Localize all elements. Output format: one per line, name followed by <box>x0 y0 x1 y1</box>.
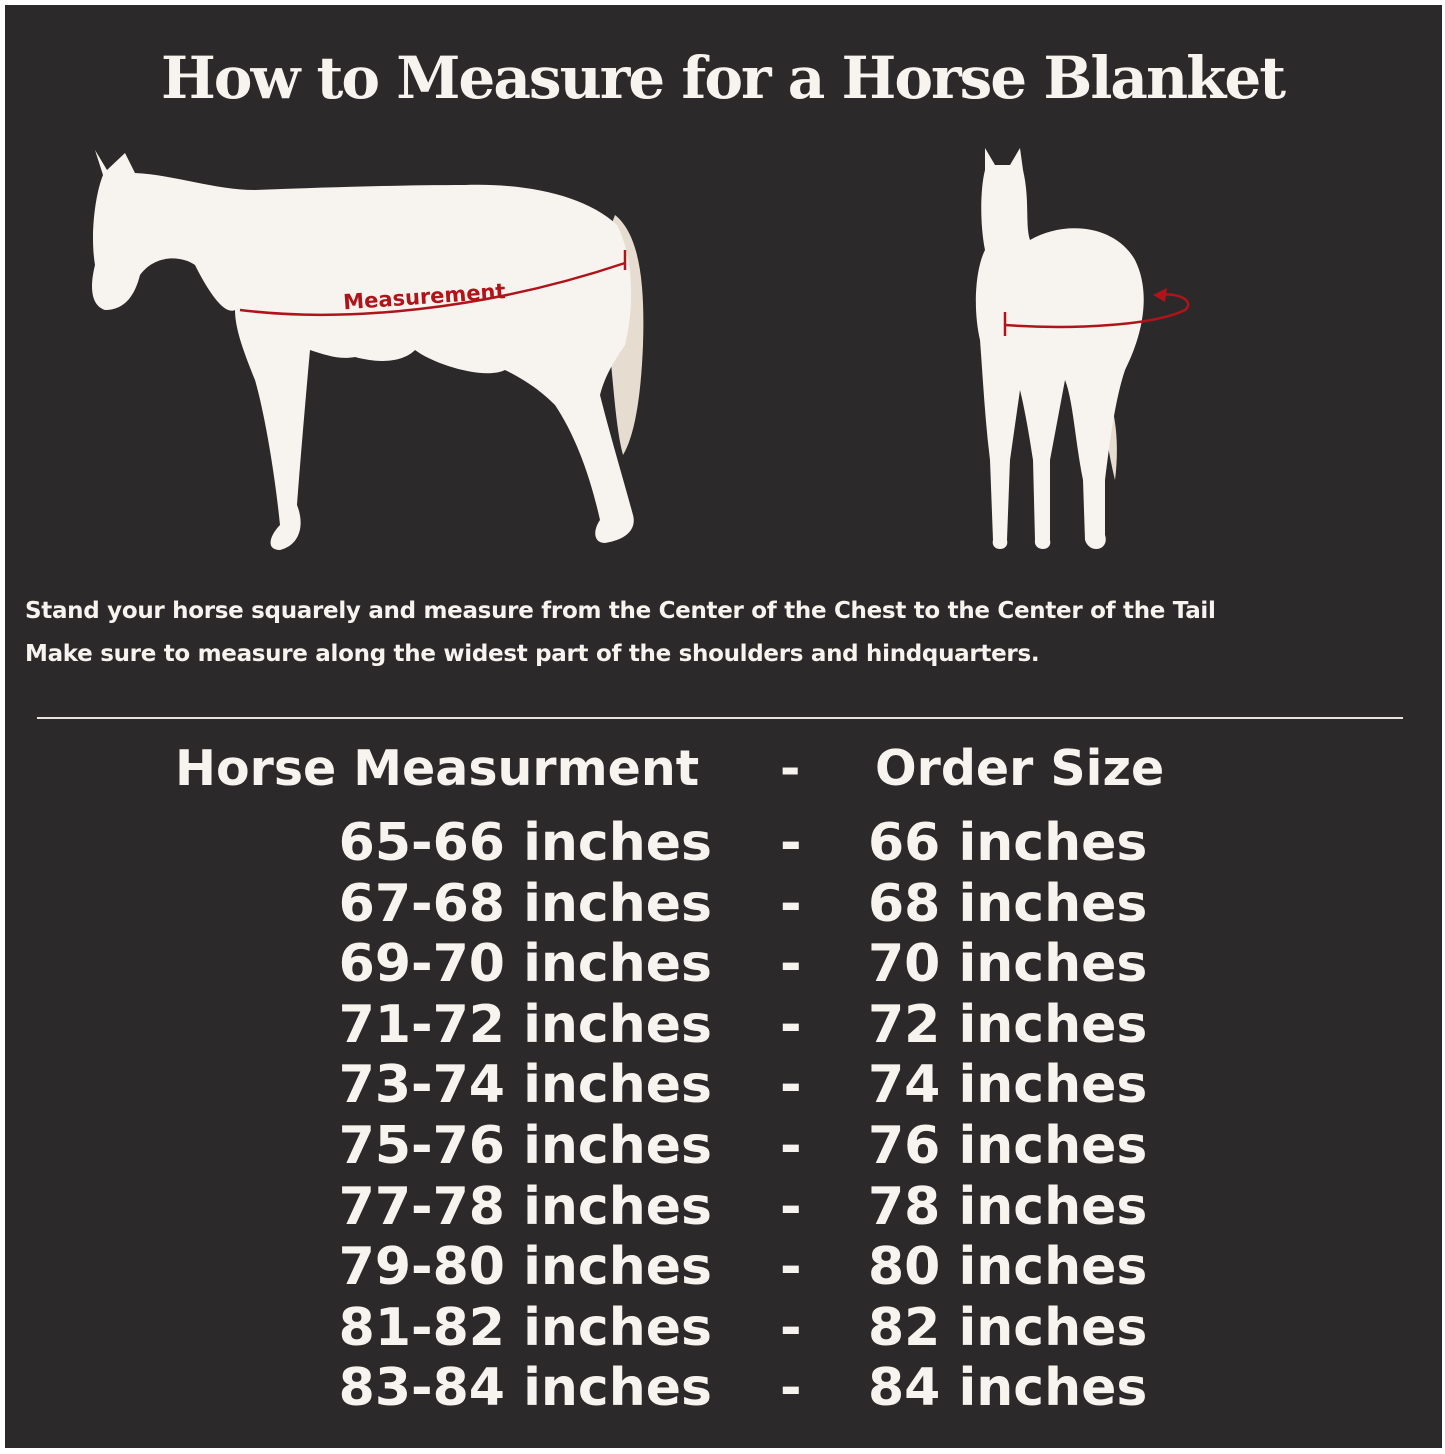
order-size-cell: 68 inches <box>868 873 1148 934</box>
separator-cell: - <box>780 1297 802 1358</box>
separator-cell: - <box>780 1055 802 1116</box>
separator-cell: - <box>780 813 802 873</box>
table-row: 73-74 inches - 74 inches <box>0 1055 1445 1115</box>
order-size-cell: 80 inches <box>868 1237 1148 1298</box>
separator-cell: - <box>780 934 802 995</box>
order-size-cell: 76 inches <box>868 1116 1148 1176</box>
order-size-cell: 74 inches <box>868 1055 1148 1116</box>
instruction-line-1: Stand your horse squarely and measure fr… <box>25 598 1216 624</box>
table-row: 67-68 inches - 68 inches <box>0 874 1445 934</box>
horse-measurement-cell: 73-74 inches <box>338 1055 712 1116</box>
horse-measurement-cell: 79-80 inches <box>338 1237 712 1298</box>
table-row: 75-76 inches - 76 inches <box>0 1116 1445 1176</box>
horse-measurement-cell: 81-82 inches <box>338 1297 712 1358</box>
header-horse-measurement: Horse Measurment <box>175 740 700 797</box>
horse-measurement-cell: 69-70 inches <box>338 934 712 995</box>
separator-cell: - <box>780 1176 802 1237</box>
order-size-cell: 66 inches <box>868 813 1148 873</box>
front-horse-illustration <box>975 148 1190 550</box>
table-row: 83-84 inches - 84 inches <box>0 1358 1445 1418</box>
separator-cell: - <box>780 994 802 1055</box>
order-size-cell: 82 inches <box>868 1297 1148 1358</box>
separator-cell: - <box>780 1116 802 1176</box>
table-row: 77-78 inches - 78 inches <box>0 1177 1445 1237</box>
separator-cell: - <box>780 1358 802 1419</box>
horse-measurement-cell: 65-66 inches <box>338 813 712 873</box>
horse-measurement-cell: 83-84 inches <box>338 1358 712 1419</box>
table-row: 81-82 inches - 82 inches <box>0 1298 1445 1358</box>
horse-measurement-cell: 77-78 inches <box>338 1176 712 1237</box>
order-size-cell: 84 inches <box>868 1358 1148 1419</box>
order-size-cell: 72 inches <box>868 994 1148 1055</box>
header-order-size: Order Size <box>875 740 1165 797</box>
separator-cell: - <box>780 873 802 934</box>
horse-measurement-cell: 75-76 inches <box>338 1116 712 1176</box>
table-row: 79-80 inches - 80 inches <box>0 1237 1445 1297</box>
table-row: 65-66 inches - 66 inches <box>0 813 1445 873</box>
table-row: 71-72 inches - 72 inches <box>0 995 1445 1055</box>
header-separator: - <box>780 740 801 797</box>
separator-cell: - <box>780 1237 802 1298</box>
horse-measurement-cell: 67-68 inches <box>338 873 712 934</box>
order-size-cell: 78 inches <box>868 1176 1148 1237</box>
page-title: How to Measure for a Horse Blanket <box>160 44 1286 112</box>
divider <box>37 717 1403 719</box>
instruction-line-2: Make sure to measure along the widest pa… <box>25 641 1040 667</box>
horse-measurement-cell: 71-72 inches <box>338 994 712 1055</box>
table-row: 69-70 inches - 70 inches <box>0 934 1445 994</box>
order-size-cell: 70 inches <box>868 934 1148 995</box>
side-horse-illustration: Measurement <box>92 150 644 550</box>
